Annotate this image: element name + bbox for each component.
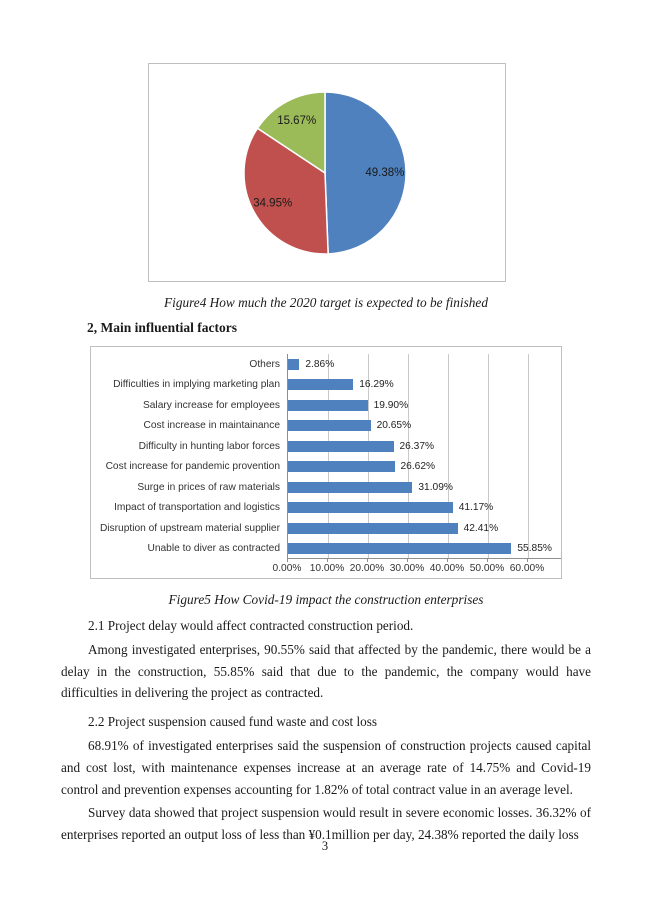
pie-slice-label-0: 49.38% bbox=[365, 167, 404, 179]
bar-row: 19.90% bbox=[288, 395, 561, 416]
bar-row: 26.62% bbox=[288, 457, 561, 478]
bar-row: 42.41% bbox=[288, 518, 561, 539]
gridline-30 bbox=[408, 354, 409, 558]
bar-value-label: 20.65% bbox=[376, 420, 412, 432]
bar-row: 20.65% bbox=[288, 416, 561, 437]
bar bbox=[288, 440, 394, 452]
figure5-bar-chart-frame: Others Difficulties in implying marketing… bbox=[90, 346, 562, 579]
bar-row: 16.29% bbox=[288, 375, 561, 396]
bar-category-label: Surge in prices of raw materials bbox=[137, 481, 280, 493]
paragraph-2-2-body: 68.91% of investigated enterprises said … bbox=[61, 737, 591, 797]
bar-row: 41.17% bbox=[288, 498, 561, 519]
bar-chart-body: Others Difficulties in implying marketing… bbox=[91, 354, 561, 559]
bar-row: 2.86% bbox=[288, 354, 561, 375]
axis-tick-mark bbox=[327, 559, 328, 562]
paragraph-heading-2-1: 2.1 Project delay would affect contracte… bbox=[88, 618, 414, 633]
figure4-caption: Figure4 How much the 2020 target is expe… bbox=[164, 295, 488, 310]
bar bbox=[288, 420, 371, 432]
bar-category-label: Unable to diver as contracted bbox=[147, 543, 280, 555]
figure4-pie-chart-frame: 49.38% 34.95% 15.67% bbox=[148, 63, 506, 282]
axis-tick-mark bbox=[287, 559, 288, 562]
bar-chart-category-axis: Others Difficulties in implying marketing… bbox=[91, 354, 287, 559]
gridline-60 bbox=[528, 354, 529, 558]
paragraph-survey-data: Survey data showed that project suspensi… bbox=[61, 805, 591, 843]
bar-chart-plot-area: 2.86% 16.29% 19.90% 20.65% 26.37% 26.62% 31.09… bbox=[287, 354, 561, 559]
bar-value-label: 26.62% bbox=[400, 461, 436, 473]
bar-value-label: 55.85% bbox=[517, 543, 552, 555]
pie-slice-1 bbox=[243, 127, 329, 255]
axis-tick-label: 20.00% bbox=[349, 563, 385, 574]
pie-slice-label-2: 15.67% bbox=[277, 115, 316, 127]
bar bbox=[288, 543, 512, 555]
bar bbox=[288, 379, 354, 391]
bar-category-label: Cost increase for pandemic provention bbox=[105, 461, 280, 473]
figure5-caption: Figure5 How Covid-19 impact the construc… bbox=[168, 592, 484, 607]
bar bbox=[288, 502, 453, 514]
bar bbox=[288, 399, 368, 411]
bar-value-label: 41.17% bbox=[458, 502, 494, 514]
bar-row: 55.85% bbox=[288, 539, 561, 560]
bar-category-label: Difficulties in implying marketing plan bbox=[113, 379, 280, 391]
pie-slice-2 bbox=[256, 91, 326, 174]
bar bbox=[288, 481, 413, 493]
bar-category-label: Disruption of upstream material supplier bbox=[99, 522, 280, 534]
pie-slice-0 bbox=[324, 91, 407, 255]
pie-chart: 49.38% 34.95% 15.67% bbox=[243, 91, 407, 255]
axis-tick-label: 50.00% bbox=[469, 563, 505, 574]
bar bbox=[288, 358, 300, 370]
bar-row: 31.09% bbox=[288, 477, 561, 498]
bar-category-label: Difficulty in hunting labor forces bbox=[138, 440, 280, 452]
axis-tick-label: 0.00% bbox=[272, 563, 302, 574]
gridline-10 bbox=[328, 354, 329, 558]
bar-category-label: Cost increase in maintainance bbox=[143, 420, 280, 432]
gridline-40 bbox=[448, 354, 449, 558]
bar-value-label: 31.09% bbox=[418, 481, 453, 493]
paragraph-heading-2-2: 2.2 Project suspension caused fund waste… bbox=[88, 714, 377, 730]
page-number: 3 bbox=[321, 839, 329, 853]
gridline-50 bbox=[488, 354, 489, 558]
axis-tick-mark bbox=[487, 559, 488, 562]
bar-value-label: 26.37% bbox=[399, 440, 435, 452]
axis-tick-label: 60.00% bbox=[509, 563, 545, 574]
axis-tick-label: 40.00% bbox=[429, 563, 465, 574]
bar bbox=[288, 522, 458, 534]
axis-tick-mark bbox=[367, 559, 368, 562]
axis-tick-mark bbox=[447, 559, 448, 562]
axis-tick-mark bbox=[407, 559, 408, 562]
axis-tick-label: 10.00% bbox=[309, 563, 345, 574]
bar-value-label: 19.90% bbox=[373, 399, 409, 411]
bar-category-label: Impact of transportation and logistics bbox=[114, 502, 280, 514]
bar-category-label: Salary increase for employees bbox=[142, 399, 280, 411]
paragraph-2-1-body: Among investigated enterprises, 90.55% s… bbox=[61, 641, 591, 701]
gridline-20 bbox=[368, 354, 369, 558]
bar-value-label: 2.86% bbox=[305, 358, 335, 370]
bar-value-label: 16.29% bbox=[359, 379, 394, 391]
section-heading: 2, Main influential factors bbox=[87, 320, 237, 335]
axis-tick-label: 30.00% bbox=[389, 563, 425, 574]
axis-tick-mark bbox=[527, 559, 528, 562]
pie-slice-label-1: 34.95% bbox=[253, 197, 292, 209]
bar-row: 26.37% bbox=[288, 436, 561, 457]
bar-chart-value-axis: 0.00% 10.00% 20.00% 30.00% 40.00% 50.00% 60.00… bbox=[273, 559, 562, 578]
bar-category-label: Others bbox=[249, 358, 280, 370]
bar bbox=[288, 461, 395, 473]
bar-value-label: 42.41% bbox=[463, 522, 499, 534]
